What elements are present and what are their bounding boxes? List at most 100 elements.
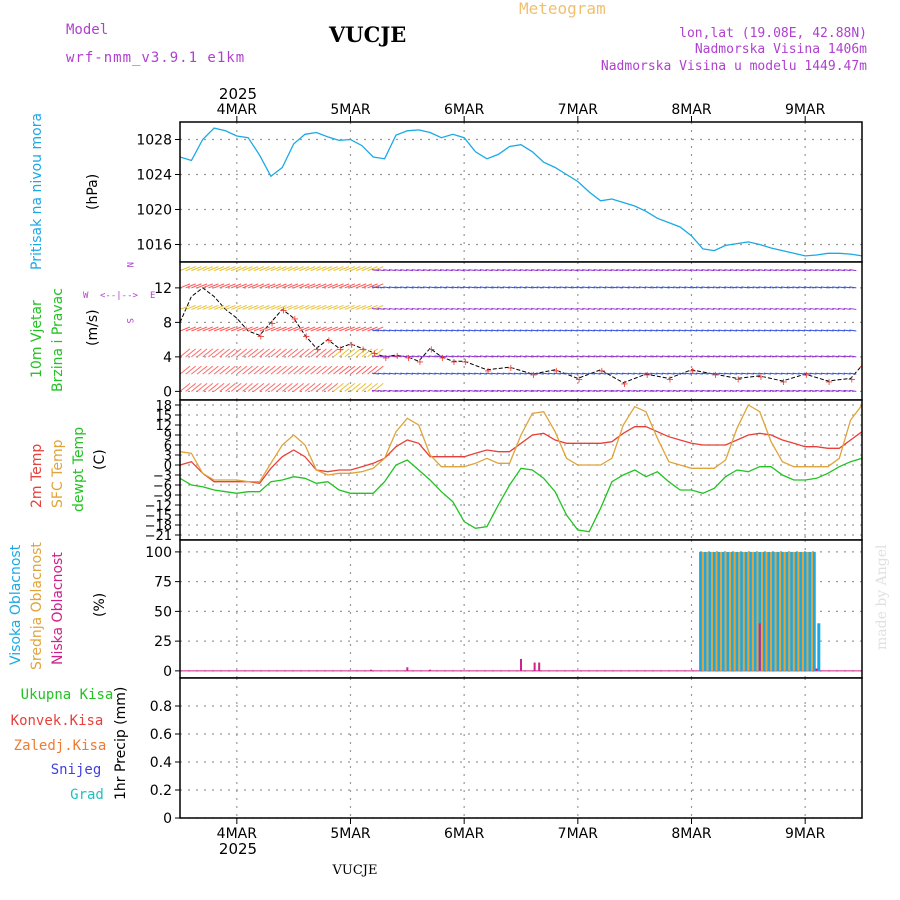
wind-speed-marker-24: + xyxy=(450,357,458,368)
wind-barb-1 xyxy=(684,372,692,375)
wind-barb-6 xyxy=(763,269,772,272)
wind-barb-4 xyxy=(758,307,766,310)
wind-barb-1 xyxy=(281,365,293,375)
compass-arrow: <--|--> xyxy=(100,291,139,301)
legend-total-precip: Ukupna Kisa xyxy=(21,687,114,703)
wind-barb-5 xyxy=(394,286,402,289)
wind-barb-4 xyxy=(208,304,219,310)
wind-barb-0 xyxy=(434,389,442,392)
wind-barb-3 xyxy=(417,329,425,332)
wind-barb-5 xyxy=(417,286,425,289)
wind-barb-3 xyxy=(570,329,578,332)
wind-barb-4 xyxy=(474,307,482,310)
wind-barb-5 xyxy=(820,286,828,289)
wind-barb-3 xyxy=(304,326,316,332)
high-cloud-label-group: Visoka Oblacnost xyxy=(8,544,24,665)
wind-barb-1 xyxy=(843,372,851,375)
wind-barb-2 xyxy=(763,355,772,358)
wind-barb-2 xyxy=(746,355,755,358)
wind-barb-3 xyxy=(445,329,453,332)
wind-barb-5 xyxy=(599,286,607,289)
meteogram-title: Meteogram xyxy=(519,0,606,18)
wind-barb-1 xyxy=(678,372,686,375)
wind-barb-4 xyxy=(350,304,361,310)
wind-barb-3 xyxy=(820,329,828,332)
cloud-bar-0-23 xyxy=(803,551,807,671)
wind-barb-3 xyxy=(377,329,385,332)
wind-barb-0 xyxy=(684,389,692,392)
wind-barb-4 xyxy=(599,307,607,310)
wind-speed-marker-13: + xyxy=(325,336,333,347)
wind-barb-0 xyxy=(690,389,698,392)
wind-barb-2 xyxy=(519,355,527,358)
wind-barb-6 xyxy=(820,269,828,272)
xtick-label-bottom-5: 9MAR xyxy=(785,826,826,842)
wind-barb-2 xyxy=(843,355,851,358)
wind-barb-4 xyxy=(786,307,794,310)
wind-barb-6 xyxy=(826,269,834,272)
ytick-label-pressure-2: 1024 xyxy=(136,168,172,184)
wind-barb-3 xyxy=(633,329,641,332)
legend-conv-precip: Konvek.Kisa xyxy=(11,713,104,729)
wind-barb-3 xyxy=(321,326,333,332)
wind-barb-6 xyxy=(843,269,851,272)
wind-barb-2 xyxy=(820,355,828,358)
wind-barb-4 xyxy=(388,307,397,310)
cloud-bar-2-3 xyxy=(520,658,522,671)
cloud-bar-0-8 xyxy=(735,551,739,671)
wind-speed-marker-42: + xyxy=(848,374,856,385)
wind-barb-4 xyxy=(530,307,539,310)
wind-barb-6 xyxy=(684,269,692,272)
watermark-text: made by Angel xyxy=(874,544,890,650)
wind-barb-2 xyxy=(695,355,703,358)
wind-barb-5 xyxy=(428,286,436,289)
wind-barb-3 xyxy=(462,329,470,332)
wind-barb-4 xyxy=(230,304,242,310)
wind-barb-4 xyxy=(282,304,293,310)
cloud-bar-0-7 xyxy=(730,551,734,671)
wind-barb-1 xyxy=(225,365,236,375)
wind-speed-marker-37: + xyxy=(734,374,742,385)
wind-barb-2 xyxy=(259,348,270,358)
wind-barb-6 xyxy=(633,269,641,272)
wind-barb-4 xyxy=(690,307,698,310)
ytick-label-temperature-12: 15 xyxy=(155,409,172,424)
wind-barb-3 xyxy=(451,329,459,332)
wind-barb-5 xyxy=(299,283,310,289)
cloud-bar-2-2 xyxy=(429,669,432,671)
series-line-pressure-0 xyxy=(180,127,862,257)
wind-barb-1 xyxy=(372,365,384,375)
watermark: made by Angel xyxy=(874,544,890,650)
wind-barb-1 xyxy=(259,365,270,375)
wind-barb-1 xyxy=(310,365,322,375)
pressure-name-label-group: Pritisak na nivou mora xyxy=(29,113,45,270)
wind-unit-label-group: (m/s) xyxy=(85,309,101,346)
wind-barb-5 xyxy=(781,286,789,289)
wind-barb-1 xyxy=(513,372,522,375)
plot-area-pressure xyxy=(180,127,862,257)
wind-barb-3 xyxy=(763,329,772,332)
wind-barb-6 xyxy=(667,269,675,272)
wind-name2-label-group: Brzina i Pravac xyxy=(50,288,66,392)
wind-barb-6 xyxy=(678,269,686,272)
wind-barb-1 xyxy=(746,372,755,375)
wind-barb-1 xyxy=(287,365,299,375)
wind-barb-6 xyxy=(599,269,607,272)
wind-barb-5 xyxy=(548,286,556,289)
ytick-label-temperature-13: 18 xyxy=(155,399,172,414)
wind-barb-4 xyxy=(536,307,544,310)
wind-barb-6 xyxy=(304,266,316,272)
compass-south: S xyxy=(124,318,134,323)
wind-barb-2 xyxy=(621,355,630,358)
wind-barb-6 xyxy=(610,269,618,272)
ytick-label-temperature-5: −6 xyxy=(153,479,172,494)
cloud-bar-1-1 xyxy=(706,551,709,671)
wind-barb-1 xyxy=(371,372,379,375)
wind-barb-3 xyxy=(333,326,344,332)
wind-barb-6 xyxy=(548,269,556,272)
wind-barb-0 xyxy=(599,389,607,392)
compass-east: E xyxy=(150,291,155,301)
wind-barb-3 xyxy=(496,329,505,332)
wind-barb-5 xyxy=(712,286,720,289)
wind-barb-4 xyxy=(525,307,533,310)
